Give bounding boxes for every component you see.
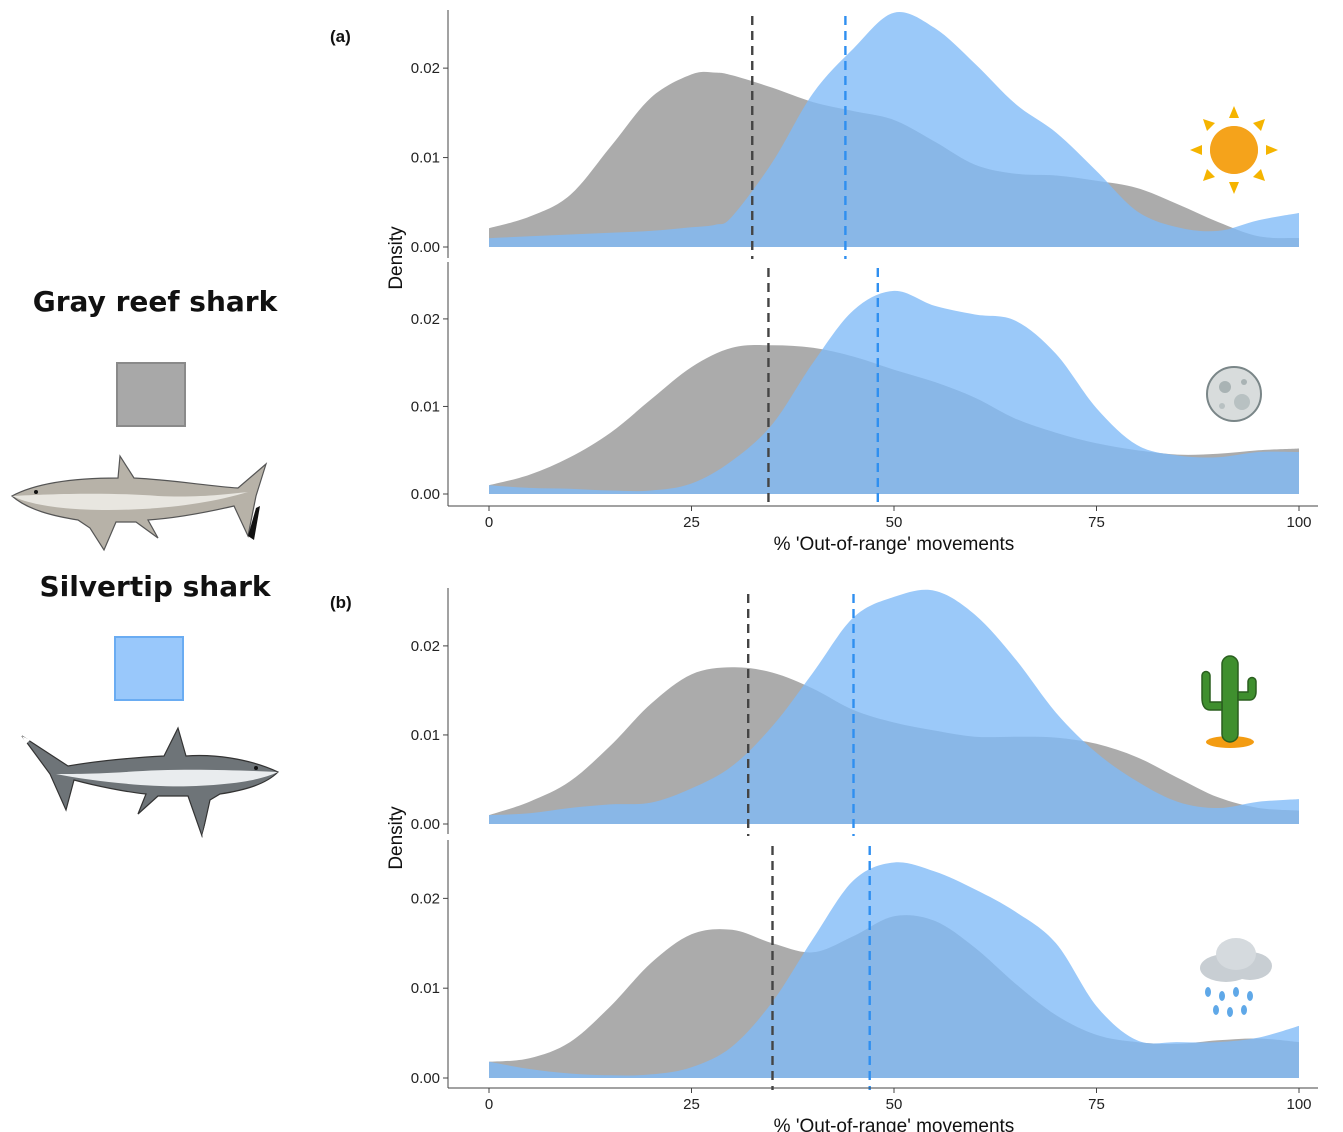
- x-tick-label: 25: [683, 1096, 700, 1113]
- silvertip-shark-illustration: [21, 726, 280, 839]
- y-tick-label: 0.02: [411, 311, 440, 328]
- silvertip-shark-density-area: [489, 12, 1299, 248]
- x-tick-label: 0: [485, 514, 493, 531]
- silvertip-shark-density-area: [489, 589, 1299, 824]
- y-tick-label: 0.00: [411, 816, 440, 833]
- legend-swatch-gray-reef-shark: [116, 362, 186, 427]
- panel-label-b: (b): [330, 593, 352, 612]
- density-panel-3: 0.00 0.01 0.02: [411, 588, 1299, 836]
- y-tick-label: 0.00: [411, 239, 440, 256]
- y-tick-label: 0.01: [411, 727, 440, 744]
- y-tick-label: 0.01: [411, 398, 440, 415]
- legend-label-gray-reef-shark: Gray reef shark: [32, 285, 278, 318]
- x-axis-title: % 'Out-of-range' movements: [774, 534, 1015, 555]
- density-panel-1: 0.00 0.01 0.02: [411, 10, 1299, 259]
- sun-icon: [1190, 106, 1278, 194]
- x-tick-label: 0: [485, 1096, 493, 1113]
- x-tick-label: 25: [683, 514, 700, 531]
- gray-reef-shark-illustration: [10, 454, 268, 552]
- silvertip-shark-density-area: [489, 862, 1299, 1078]
- y-tick-label: 0.01: [411, 150, 440, 167]
- cactus-icon: [1201, 655, 1257, 748]
- legend-swatch-silvertip-shark: [114, 636, 184, 701]
- x-axis-title: % 'Out-of-range' movements: [774, 1116, 1015, 1132]
- panel-label-a: (a): [330, 27, 351, 46]
- y-axis-title-a: Density: [386, 226, 407, 290]
- density-panel-4: 0.00 0.01 0.02 0 25 50 75 100 % 'Out-of-range' m…: [411, 840, 1318, 1132]
- x-tick-label: 50: [886, 514, 903, 531]
- moon-icon: [1206, 366, 1262, 422]
- y-tick-label: 0.02: [411, 890, 440, 907]
- x-tick-label: 75: [1088, 514, 1105, 531]
- silvertip-shark-density-area: [489, 290, 1299, 494]
- x-tick-label: 100: [1286, 1096, 1311, 1113]
- y-tick-label: 0.01: [411, 980, 440, 997]
- x-tick-label: 75: [1088, 1096, 1105, 1113]
- x-tick-label: 100: [1286, 514, 1311, 531]
- y-tick-label: 0.02: [411, 638, 440, 655]
- species-legend: Gray reef shark Silvertip shark: [0, 0, 320, 1132]
- y-tick-label: 0.00: [411, 486, 440, 503]
- y-tick-label: 0.00: [411, 1070, 440, 1087]
- x-tick-label: 50: [886, 1096, 903, 1113]
- density-panel-2: 0.00 0.01 0.02 0 25 50 75 100 % 'Out-of-range' m…: [411, 262, 1318, 555]
- density-panels: 0.00 0.01 0.02 0.00 0.01 0.02 0 25 50 75 100 % 'Out…: [411, 10, 1318, 1132]
- y-axis-title-b: Density: [386, 806, 407, 870]
- rain-cloud-icon: [1200, 938, 1272, 1017]
- legend-label-silvertip-shark: Silvertip shark: [39, 570, 271, 603]
- y-tick-label: 0.02: [411, 60, 440, 77]
